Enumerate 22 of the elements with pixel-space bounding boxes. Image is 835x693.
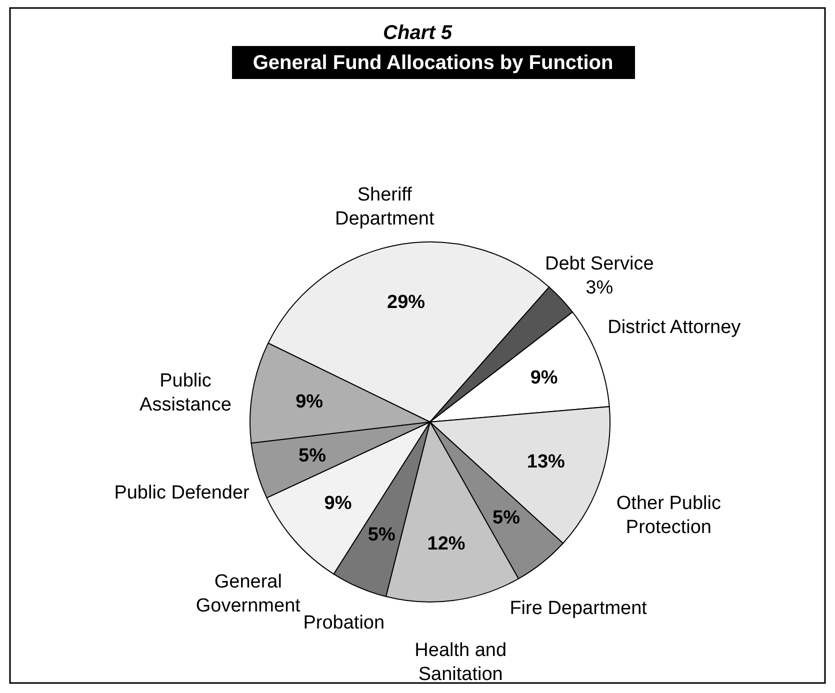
- data-label: 9%: [296, 392, 324, 413]
- slice-label: Probation: [303, 612, 385, 634]
- chart-title: Chart 5: [383, 22, 453, 44]
- data-label: 12%: [427, 533, 466, 554]
- slice-label: Public Defender: [114, 482, 250, 504]
- data-label: 3%: [586, 277, 614, 298]
- data-label: 5%: [298, 445, 326, 466]
- data-label: 5%: [368, 524, 396, 546]
- slice-label: Fire Department: [510, 598, 648, 620]
- slice-label: Sheriff Department: [334, 184, 435, 230]
- slice-label: District Attorney: [608, 316, 742, 338]
- slice-label: General Government: [196, 572, 302, 617]
- slice-label: Health and Sanitation: [414, 640, 507, 685]
- data-label: 9%: [324, 492, 352, 514]
- slice-label: Public Assistance: [140, 370, 232, 416]
- data-label: 9%: [530, 368, 558, 389]
- data-label: 29%: [387, 292, 426, 313]
- slice-label: Other Public Protection: [616, 492, 721, 538]
- data-label: 5%: [492, 508, 520, 529]
- slice-label: Debt Service: [545, 253, 654, 274]
- chart-subtitle: General Fund Allocations by Function: [252, 52, 614, 74]
- data-label: 13%: [526, 451, 566, 472]
